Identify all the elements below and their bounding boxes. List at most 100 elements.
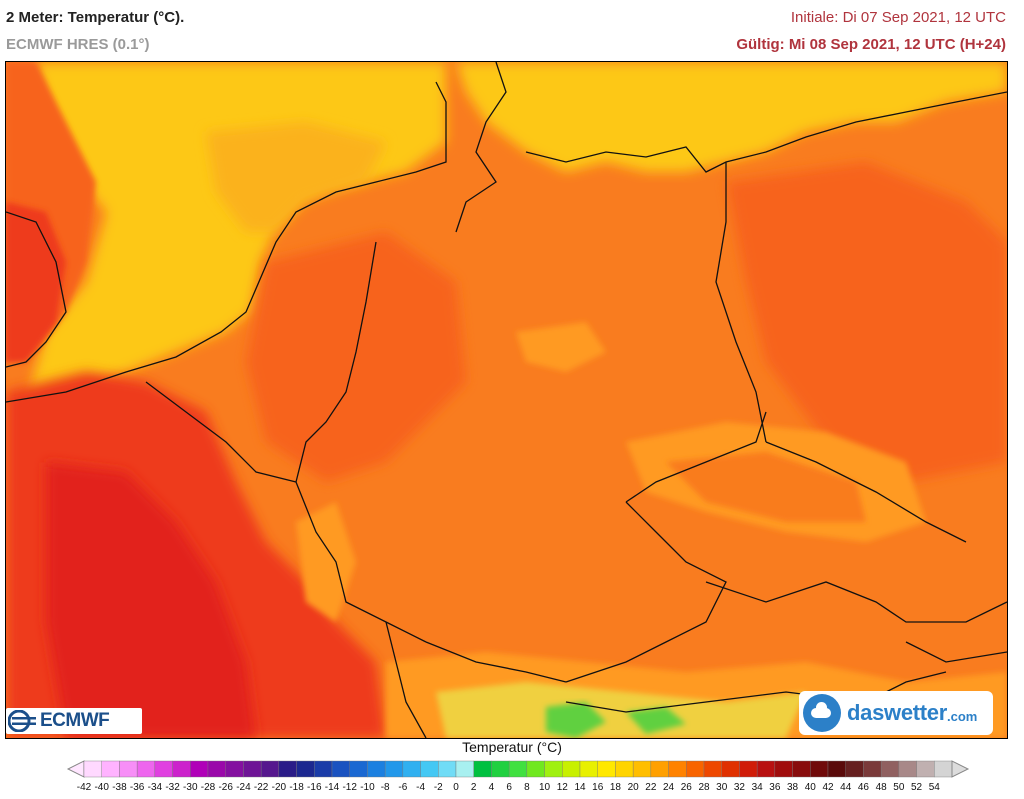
cloud-icon: [803, 694, 841, 732]
scale-tick-label: 52: [911, 782, 923, 793]
scale-swatch: [136, 760, 156, 778]
scale-arrow-right: [951, 760, 970, 778]
scale-tick-label: -20: [271, 782, 287, 793]
scale-swatch: [349, 760, 368, 778]
scale-swatch: [331, 760, 350, 778]
scale-swatch: [491, 760, 510, 778]
scale-swatch: [207, 760, 226, 778]
scale-swatch: [260, 760, 280, 778]
scale-tick-label: -8: [380, 782, 390, 793]
scale-tick-label: 14: [574, 782, 586, 793]
scale-swatch: [650, 760, 669, 778]
temperature-map[interactable]: [5, 61, 1008, 739]
scale-swatch: [668, 760, 687, 778]
scale-tick-label: 34: [751, 782, 763, 793]
scale-swatch: [278, 760, 297, 778]
scale-swatch: [101, 760, 120, 778]
poland-area: [726, 162, 1007, 482]
continent-coast: [6, 81, 447, 403]
black-forest: [296, 502, 356, 622]
scale-swatch: [579, 760, 598, 778]
scale-swatch: [508, 760, 528, 778]
de-cz-border: [625, 411, 767, 503]
scale-tick-label: 46: [857, 782, 869, 793]
scale-arrow-left: [66, 760, 85, 778]
scale-swatch: [792, 760, 811, 778]
scale-tick-label: -26: [218, 782, 233, 793]
scale-tick-label: 44: [840, 782, 852, 793]
scale-swatch: [384, 760, 404, 778]
scale-swatch: [154, 760, 173, 778]
scale-tick-label: -6: [398, 782, 408, 793]
scale-swatch: [225, 760, 244, 778]
scale-tick-label: 48: [875, 782, 887, 793]
denmark-coast: [455, 62, 507, 233]
england-south: [6, 202, 66, 362]
scale-tick-label: 32: [733, 782, 745, 793]
scale-tick-label: 22: [645, 782, 657, 793]
scale-tick-label: 6: [506, 782, 512, 793]
ecmwf-logo: ECMWF: [6, 708, 142, 734]
scale-tick-label: 50: [893, 782, 905, 793]
border-lines: [6, 62, 1007, 738]
scale-swatch: [703, 760, 722, 778]
scale-tick-label: 4: [488, 782, 495, 793]
daswetter-name: daswetter: [847, 700, 948, 725]
scale-tick-label: 0: [453, 782, 459, 793]
scale-tick-label: 42: [822, 782, 834, 793]
scale-swatch: [83, 760, 102, 778]
harz-highland: [516, 322, 606, 372]
de-ch-border: [425, 641, 567, 683]
scale-tick-label: -36: [129, 782, 145, 793]
scale-swatch: [686, 760, 705, 778]
scale-swatch: [314, 760, 333, 778]
scale-tick-label: 26: [680, 782, 692, 793]
scale-swatch: [756, 760, 776, 778]
scale-swatch: [898, 760, 917, 778]
germany-west: [246, 232, 466, 482]
legend-ticks: -42 -40 -38 -36 -34 -32 -30 -28 -26 -24 -22 -20 -18-…: [0, 782, 1024, 798]
scale-swatch: [632, 760, 652, 778]
scale-tick-label: 54: [928, 782, 940, 793]
scale-tick-label: -42: [76, 782, 92, 793]
scale-tick-label: 20: [627, 782, 639, 793]
scale-swatch: [863, 760, 882, 778]
daswetter-domain: .com: [947, 709, 978, 724]
scale-swatch: [597, 760, 616, 778]
scale-tick-label: 40: [804, 782, 816, 793]
scale-swatch: [526, 760, 545, 778]
scale-swatch: [739, 760, 758, 778]
daswetter-logo[interactable]: daswetter .com: [799, 691, 993, 735]
scale-swatch: [190, 760, 209, 778]
scale-swatch: [845, 760, 864, 778]
scale-swatch: [438, 760, 457, 778]
scale-tick-label: 16: [592, 782, 604, 793]
scale-swatch: [420, 760, 439, 778]
at-it-border: [565, 671, 947, 713]
scale-swatch: [916, 760, 935, 778]
scale-swatch: [562, 760, 581, 778]
scale-swatch: [810, 760, 829, 778]
scale-tick-label: -34: [147, 782, 163, 793]
scale-tick-label: 2: [470, 782, 477, 793]
scale-tick-label: 24: [663, 782, 675, 793]
map-canvas: [6, 62, 1007, 738]
scale-swatch: [721, 760, 740, 778]
fr-ch-border: [385, 621, 427, 738]
scale-swatch: [774, 760, 793, 778]
ecmwf-logo-text: ECMWF: [40, 710, 110, 731]
de-fr-border: [295, 481, 427, 643]
scale-tick-label: 12: [556, 782, 568, 793]
scale-swatch: [402, 760, 421, 778]
de-at-border: [565, 501, 727, 683]
scale-swatch: [119, 760, 138, 778]
color-scale: [66, 760, 970, 778]
scale-tick-label: -4: [416, 782, 426, 793]
legend-title: Temperatur (°C): [462, 739, 562, 755]
cz-pl-border: [765, 441, 967, 543]
scale-tick-label: 38: [787, 782, 799, 793]
scale-tick-label: 18: [609, 782, 621, 793]
scale-tick-label: -2: [433, 782, 443, 793]
scale-swatch: [243, 760, 262, 778]
cz-at-border: [705, 581, 1007, 623]
